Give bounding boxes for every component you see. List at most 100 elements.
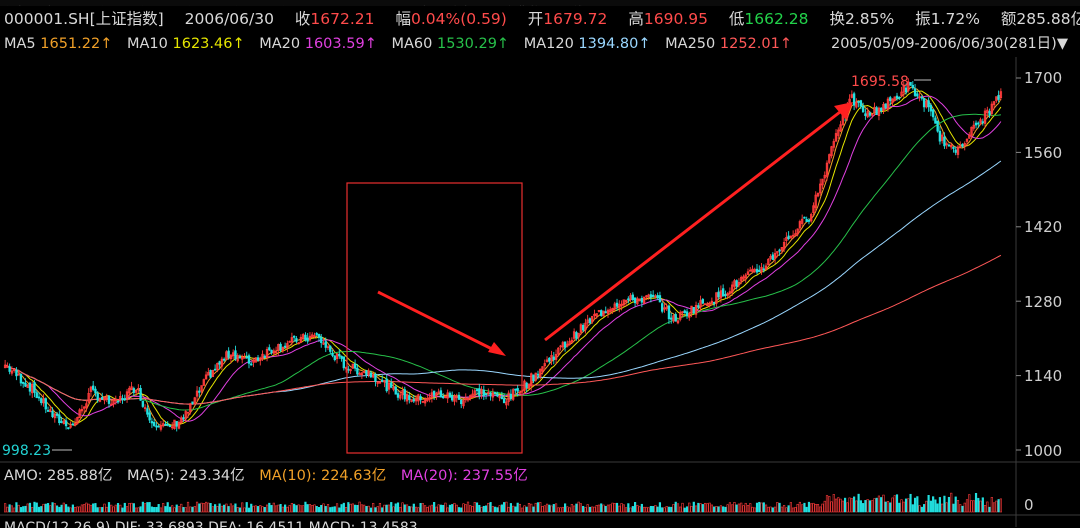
- candle-body: [209, 370, 212, 378]
- candle-body: [954, 149, 957, 153]
- volume-bar: [500, 504, 503, 513]
- ma60-label: MA60: [391, 36, 433, 52]
- candle-body: [794, 233, 797, 236]
- volume-bar: [983, 505, 987, 513]
- candle-body: [986, 109, 989, 114]
- candle-body: [875, 107, 878, 115]
- date-range-selector[interactable]: 2005/05/09-2006/06/30(281日)▼: [830, 36, 1068, 52]
- candle-body: [369, 372, 373, 378]
- kline-chart[interactable]: 1695.58 998.23 1700 1560 1420 1280 1140 …: [0, 57, 1080, 527]
- candle-body: [828, 154, 831, 163]
- candle-body: [575, 332, 578, 339]
- candle-body: [10, 370, 14, 374]
- candle-body: [516, 388, 519, 392]
- candle-body: [552, 356, 555, 360]
- volume-bar: [42, 503, 45, 513]
- open-label: 开: [527, 10, 544, 28]
- volume-indicator-bar: AMO: 285.88亿 MA(5): 243.34亿 MA(10): 224.…: [0, 465, 1080, 487]
- candle-body: [308, 335, 312, 341]
- candle-body: [735, 280, 738, 287]
- volume-bar: [60, 504, 63, 513]
- volume-bar: [123, 502, 126, 513]
- candle-body: [929, 104, 933, 112]
- candle-body: [460, 399, 463, 405]
- volume-bar: [288, 505, 291, 513]
- volume-bar: [663, 507, 666, 513]
- candle-body: [762, 268, 765, 271]
- volume-bar: [241, 502, 244, 513]
- candle-body: [977, 122, 980, 125]
- vol-ma20-value: 237.55亿: [462, 468, 528, 484]
- candle-body: [507, 392, 510, 402]
- volume-bar: [349, 503, 352, 513]
- candle-body: [141, 400, 145, 407]
- candle-body: [620, 303, 623, 307]
- candle-body: [292, 335, 296, 338]
- vol-ma5-label: MA(5):: [126, 468, 175, 484]
- candle-body: [584, 322, 587, 331]
- volume-bar: [403, 504, 406, 513]
- volume-bar: [708, 502, 711, 513]
- candle-body: [733, 280, 736, 287]
- candle-body: [383, 380, 386, 383]
- candle-body: [331, 352, 334, 356]
- candle-body: [469, 395, 472, 399]
- candle-body: [234, 350, 237, 360]
- candle-body: [758, 270, 761, 272]
- candle-body: [299, 336, 303, 343]
- symbol-name[interactable]: 000001.SH[上证指数]: [4, 10, 164, 28]
- candle-body: [410, 399, 413, 402]
- volume-bar: [401, 502, 404, 513]
- candle-body: [356, 367, 359, 375]
- candle-body: [990, 103, 994, 114]
- arrow-up-line: [544, 110, 841, 342]
- volume-bar: [374, 507, 377, 513]
- chart-grid: [0, 57, 1080, 527]
- volume-bar: [893, 495, 896, 513]
- high-label: 高: [628, 10, 644, 28]
- period-tabs[interactable]: 分时多日1分5分15分30分60分日周月更多复权叠加指数画线工具: [0, 0, 1080, 6]
- volume-bar: [904, 498, 908, 513]
- candle-body: [475, 389, 479, 392]
- candle-body: [367, 370, 370, 376]
- volume-bar: [981, 497, 984, 513]
- volume-bar: [67, 506, 70, 513]
- candle-body: [751, 268, 754, 272]
- volume-bar: [925, 500, 928, 513]
- volume-bar: [35, 502, 38, 513]
- candle-body: [773, 252, 777, 259]
- volume-bar: [399, 506, 402, 513]
- candle-body: [559, 345, 562, 348]
- volume-bar: [618, 505, 621, 513]
- volume-bar: [89, 504, 93, 513]
- candle-body: [719, 290, 723, 299]
- amo-value: 285.88亿: [47, 468, 113, 484]
- candle-body: [222, 358, 226, 361]
- candle-body: [920, 96, 924, 99]
- quote-info-bar: 000001.SH[上证指数] 2006/06/30 收1672.21 幅0.0…: [0, 8, 1080, 30]
- candle-body: [12, 368, 16, 371]
- candle-body: [46, 410, 50, 412]
- volume-bar: [162, 503, 165, 513]
- volume-bar: [667, 506, 671, 513]
- high-annotation: 1695.58: [851, 74, 909, 90]
- candle-body: [304, 334, 307, 341]
- candle-body: [272, 350, 276, 354]
- volume-bar: [137, 507, 140, 513]
- candle-body: [67, 427, 70, 430]
- volume-bar: [311, 505, 314, 513]
- candle-body: [640, 297, 644, 303]
- candle-body: [886, 98, 890, 110]
- volume-bar: [378, 503, 382, 513]
- candle-body: [247, 355, 251, 364]
- candle-body: [360, 372, 364, 376]
- candle-body: [907, 81, 910, 91]
- volume-bar: [128, 503, 131, 513]
- volume-bar: [737, 503, 741, 513]
- candle-body: [782, 241, 786, 250]
- moving-average-lines: [4, 86, 1002, 427]
- candle-body: [58, 414, 61, 424]
- candle-body: [213, 368, 217, 371]
- volume-bar: [408, 506, 411, 513]
- candle-body: [740, 277, 743, 282]
